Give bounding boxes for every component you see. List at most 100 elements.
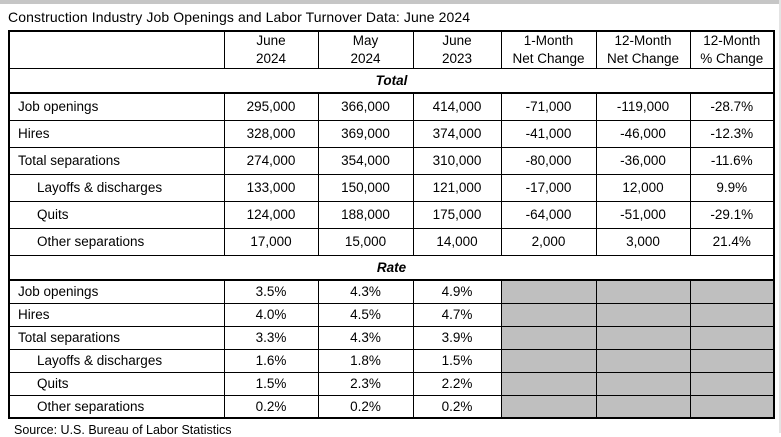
empty-shaded-cell bbox=[500, 371, 597, 396]
value-cell: -12.3% bbox=[689, 119, 775, 148]
column-header-june-2024: June 2024 bbox=[223, 30, 319, 69]
value-cell: 0.2% bbox=[412, 394, 502, 419]
value-cell: -46,000 bbox=[595, 119, 691, 148]
table-row: Job openings 3.5% 4.3% 4.9% bbox=[8, 279, 775, 304]
value-cell: 2,000 bbox=[500, 227, 597, 256]
value-cell: 15,000 bbox=[317, 227, 414, 256]
source-note: Source: U.S. Bureau of Labor Statistics bbox=[14, 423, 232, 437]
value-cell: 0.2% bbox=[317, 394, 414, 419]
empty-shaded-cell bbox=[595, 371, 691, 396]
value-cell: 414,000 bbox=[412, 92, 502, 121]
value-cell: -17,000 bbox=[500, 173, 597, 202]
value-cell: 4.3% bbox=[317, 325, 414, 350]
value-cell: -28.7% bbox=[689, 92, 775, 121]
value-cell: 3,000 bbox=[595, 227, 691, 256]
value-cell: 310,000 bbox=[412, 146, 502, 175]
corner-header-cell bbox=[8, 30, 225, 69]
value-cell: 4.9% bbox=[412, 279, 502, 304]
value-cell: 9.9% bbox=[689, 173, 775, 202]
empty-shaded-cell bbox=[689, 371, 775, 396]
table-row: Quits 1.5% 2.3% 2.2% bbox=[8, 371, 775, 396]
section-label: Rate bbox=[8, 254, 775, 281]
value-cell: 274,000 bbox=[223, 146, 319, 175]
table-row: Layoffs & discharges 133,000 150,000 121,00… bbox=[8, 173, 775, 202]
column-header-june-2023: June 2023 bbox=[412, 30, 502, 69]
jolts-table: June 2024 May 2024 June 2023 1-Month Net… bbox=[8, 30, 775, 419]
value-cell: -41,000 bbox=[500, 119, 597, 148]
section-label: Total bbox=[8, 67, 775, 94]
empty-shaded-cell bbox=[595, 348, 691, 373]
value-cell: -119,000 bbox=[595, 92, 691, 121]
column-header-1-month-net-change: 1-Month Net Change bbox=[500, 30, 597, 69]
value-cell: 121,000 bbox=[412, 173, 502, 202]
value-cell: -80,000 bbox=[500, 146, 597, 175]
value-cell: -11.6% bbox=[689, 146, 775, 175]
value-cell: -29.1% bbox=[689, 200, 775, 229]
value-cell: 4.0% bbox=[223, 302, 319, 327]
empty-shaded-cell bbox=[500, 348, 597, 373]
value-cell: 17,000 bbox=[223, 227, 319, 256]
window-edge-top bbox=[0, 0, 781, 4]
row-label: Layoffs & discharges bbox=[8, 348, 225, 373]
empty-shaded-cell bbox=[689, 302, 775, 327]
table-title: Construction Industry Job Openings and L… bbox=[8, 9, 471, 25]
empty-shaded-cell bbox=[500, 279, 597, 304]
empty-shaded-cell bbox=[689, 279, 775, 304]
empty-shaded-cell bbox=[689, 348, 775, 373]
value-cell: 3.3% bbox=[223, 325, 319, 350]
column-header-may-2024: May 2024 bbox=[317, 30, 414, 69]
row-label: Job openings bbox=[8, 279, 225, 304]
value-cell: 1.5% bbox=[223, 371, 319, 396]
empty-shaded-cell bbox=[689, 394, 775, 419]
row-label: Layoffs & discharges bbox=[8, 173, 225, 202]
value-cell: 133,000 bbox=[223, 173, 319, 202]
column-header-12-month-net-change: 12-Month Net Change bbox=[595, 30, 691, 69]
value-cell: 12,000 bbox=[595, 173, 691, 202]
empty-shaded-cell bbox=[500, 302, 597, 327]
value-cell: 1.6% bbox=[223, 348, 319, 373]
value-cell: 3.9% bbox=[412, 325, 502, 350]
value-cell: 150,000 bbox=[317, 173, 414, 202]
value-cell: -51,000 bbox=[595, 200, 691, 229]
row-label: Hires bbox=[8, 302, 225, 327]
table-row: Job openings 295,000 366,000 414,000 -71,000… bbox=[8, 92, 775, 121]
table-row: Hires 328,000 369,000 374,000 -41,000 -46,000… bbox=[8, 119, 775, 148]
table-row: Hires 4.0% 4.5% 4.7% bbox=[8, 302, 775, 327]
value-cell: 1.8% bbox=[317, 348, 414, 373]
table-row: Layoffs & discharges 1.6% 1.8% 1.5% bbox=[8, 348, 775, 373]
table-row: Other separations 0.2% 0.2% 0.2% bbox=[8, 394, 775, 419]
empty-shaded-cell bbox=[595, 279, 691, 304]
table-row: Quits 124,000 188,000 175,000 -64,000 -51,000… bbox=[8, 200, 775, 229]
table-row: Other separations 17,000 15,000 14,000 2,000… bbox=[8, 227, 775, 256]
column-header-12-month-pct-change: 12-Month % Change bbox=[689, 30, 775, 69]
value-cell: 1.5% bbox=[412, 348, 502, 373]
value-cell: 354,000 bbox=[317, 146, 414, 175]
value-cell: 3.5% bbox=[223, 279, 319, 304]
value-cell: 188,000 bbox=[317, 200, 414, 229]
value-cell: 4.3% bbox=[317, 279, 414, 304]
row-label: Hires bbox=[8, 119, 225, 148]
value-cell: -64,000 bbox=[500, 200, 597, 229]
value-cell: 369,000 bbox=[317, 119, 414, 148]
table-row: Total separations 3.3% 4.3% 3.9% bbox=[8, 325, 775, 350]
row-label: Total separations bbox=[8, 146, 225, 175]
value-cell: 328,000 bbox=[223, 119, 319, 148]
table-body: Total Job openings 295,000 366,000 414,000 -7… bbox=[8, 67, 775, 419]
table-header: June 2024 May 2024 June 2023 1-Month Net… bbox=[8, 30, 775, 69]
value-cell: 2.2% bbox=[412, 371, 502, 396]
value-cell: 0.2% bbox=[223, 394, 319, 419]
empty-shaded-cell bbox=[689, 325, 775, 350]
empty-shaded-cell bbox=[500, 394, 597, 419]
row-label: Quits bbox=[8, 371, 225, 396]
row-label: Total separations bbox=[8, 325, 225, 350]
value-cell: -71,000 bbox=[500, 92, 597, 121]
empty-shaded-cell bbox=[595, 302, 691, 327]
header-row: June 2024 May 2024 June 2023 1-Month Net… bbox=[8, 30, 775, 69]
section-header-row: Total bbox=[8, 67, 775, 94]
row-label: Job openings bbox=[8, 92, 225, 121]
row-label: Other separations bbox=[8, 227, 225, 256]
value-cell: 374,000 bbox=[412, 119, 502, 148]
value-cell: 2.3% bbox=[317, 371, 414, 396]
empty-shaded-cell bbox=[595, 394, 691, 419]
